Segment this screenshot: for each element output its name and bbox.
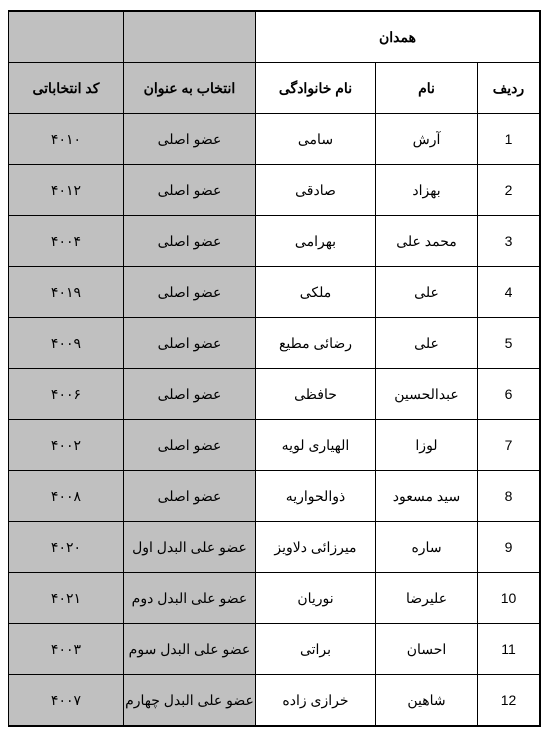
cell-code: ۴۰۰۷ <box>8 675 123 726</box>
cell-code: ۴۰۲۰ <box>8 522 123 573</box>
cell-num: 10 <box>478 573 540 624</box>
cell-family: میرزائی دلاویز <box>255 522 375 573</box>
region-title: همدان <box>255 12 539 63</box>
cell-num: 9 <box>478 522 540 573</box>
cell-family: ملکی <box>255 267 375 318</box>
cell-num: 3 <box>478 216 540 267</box>
table-row: 8 سید مسعود ذوالحواریه عضو اصلی ۴۰۰۸ <box>8 471 539 522</box>
cell-code: ۴۰۰۲ <box>8 420 123 471</box>
cell-code: ۴۰۰۹ <box>8 318 123 369</box>
cell-title: عضو اصلی <box>123 267 255 318</box>
cell-name: علی <box>376 318 478 369</box>
cell-name: عبدالحسین <box>376 369 478 420</box>
cell-num: 5 <box>478 318 540 369</box>
cell-family: سامی <box>255 114 375 165</box>
cell-num: 1 <box>478 114 540 165</box>
cell-title: عضو اصلی <box>123 369 255 420</box>
election-table: همدان ردیف نام نام خانوادگی انتخاب به عن… <box>8 10 541 727</box>
cell-num: 2 <box>478 165 540 216</box>
cell-code: ۴۰۱۹ <box>8 267 123 318</box>
cell-name: آرش <box>376 114 478 165</box>
cell-code: ۴۰۰۳ <box>8 624 123 675</box>
cell-code: ۴۰۰۶ <box>8 369 123 420</box>
cell-name: علی <box>376 267 478 318</box>
cell-title: عضو علی البدل اول <box>123 522 255 573</box>
table-row: 9 ساره میرزائی دلاویز عضو علی البدل اول … <box>8 522 539 573</box>
cell-title: عضو اصلی <box>123 114 255 165</box>
table-row: 4 علی ملکی عضو اصلی ۴۰۱۹ <box>8 267 539 318</box>
cell-title: عضو علی البدل چهارم <box>123 675 255 726</box>
table-row: 1 آرش سامی عضو اصلی ۴۰۱۰ <box>8 114 539 165</box>
cell-title: عضو علی البدل سوم <box>123 624 255 675</box>
cell-family: الهیاری لویه <box>255 420 375 471</box>
table-row: 10 علیرضا نوریان عضو علی البدل دوم ۴۰۲۱ <box>8 573 539 624</box>
header-code: کد انتخاباتی <box>8 63 123 114</box>
table-row: 11 احسان براتی عضو علی البدل سوم ۴۰۰۳ <box>8 624 539 675</box>
cell-family: خرازی زاده <box>255 675 375 726</box>
cell-code: ۴۰۱۰ <box>8 114 123 165</box>
cell-title: عضو اصلی <box>123 165 255 216</box>
cell-name: بهزاد <box>376 165 478 216</box>
cell-code: ۴۰۲۱ <box>8 573 123 624</box>
header-row-num: ردیف <box>478 63 540 114</box>
cell-num: 8 <box>478 471 540 522</box>
cell-title: عضو علی البدل دوم <box>123 573 255 624</box>
table-row: 6 عبدالحسین حافظی عضو اصلی ۴۰۰۶ <box>8 369 539 420</box>
table-row: 5 علی رضائی مطیع عضو اصلی ۴۰۰۹ <box>8 318 539 369</box>
cell-name: علیرضا <box>376 573 478 624</box>
cell-title: عضو اصلی <box>123 420 255 471</box>
table-row: 7 لوزا الهیاری لویه عضو اصلی ۴۰۰۲ <box>8 420 539 471</box>
cell-title: عضو اصلی <box>123 318 255 369</box>
cell-code: ۴۰۱۲ <box>8 165 123 216</box>
cell-num: 7 <box>478 420 540 471</box>
cell-family: رضائی مطیع <box>255 318 375 369</box>
cell-family: ذوالحواریه <box>255 471 375 522</box>
table-body: 1 آرش سامی عضو اصلی ۴۰۱۰ 2 بهزاد صادقی ع… <box>8 114 539 726</box>
cell-title: عضو اصلی <box>123 216 255 267</box>
cell-family: براتی <box>255 624 375 675</box>
cell-family: صادقی <box>255 165 375 216</box>
header-row-columns: ردیف نام نام خانوادگی انتخاب به عنوان کد… <box>8 63 539 114</box>
data-table: همدان ردیف نام نام خانوادگی انتخاب به عن… <box>8 11 540 726</box>
header-title: انتخاب به عنوان <box>123 63 255 114</box>
table-row: 2 بهزاد صادقی عضو اصلی ۴۰۱۲ <box>8 165 539 216</box>
cell-family: بهرامی <box>255 216 375 267</box>
cell-num: 6 <box>478 369 540 420</box>
header-row-region: همدان <box>8 12 539 63</box>
table-row: 12 شاهین خرازی زاده عضو علی البدل چهارم … <box>8 675 539 726</box>
cell-name: لوزا <box>376 420 478 471</box>
cell-name: سید مسعود <box>376 471 478 522</box>
header-blank-2 <box>8 12 123 63</box>
cell-num: 11 <box>478 624 540 675</box>
header-blank-1 <box>123 12 255 63</box>
cell-num: 12 <box>478 675 540 726</box>
table-row: 3 محمد علی بهرامی عضو اصلی ۴۰۰۴ <box>8 216 539 267</box>
cell-name: شاهین <box>376 675 478 726</box>
cell-family: حافظی <box>255 369 375 420</box>
cell-name: احسان <box>376 624 478 675</box>
cell-num: 4 <box>478 267 540 318</box>
cell-title: عضو اصلی <box>123 471 255 522</box>
header-family: نام خانوادگی <box>255 63 375 114</box>
cell-code: ۴۰۰۸ <box>8 471 123 522</box>
cell-family: نوریان <box>255 573 375 624</box>
cell-name: ساره <box>376 522 478 573</box>
cell-code: ۴۰۰۴ <box>8 216 123 267</box>
cell-name: محمد علی <box>376 216 478 267</box>
header-name: نام <box>376 63 478 114</box>
